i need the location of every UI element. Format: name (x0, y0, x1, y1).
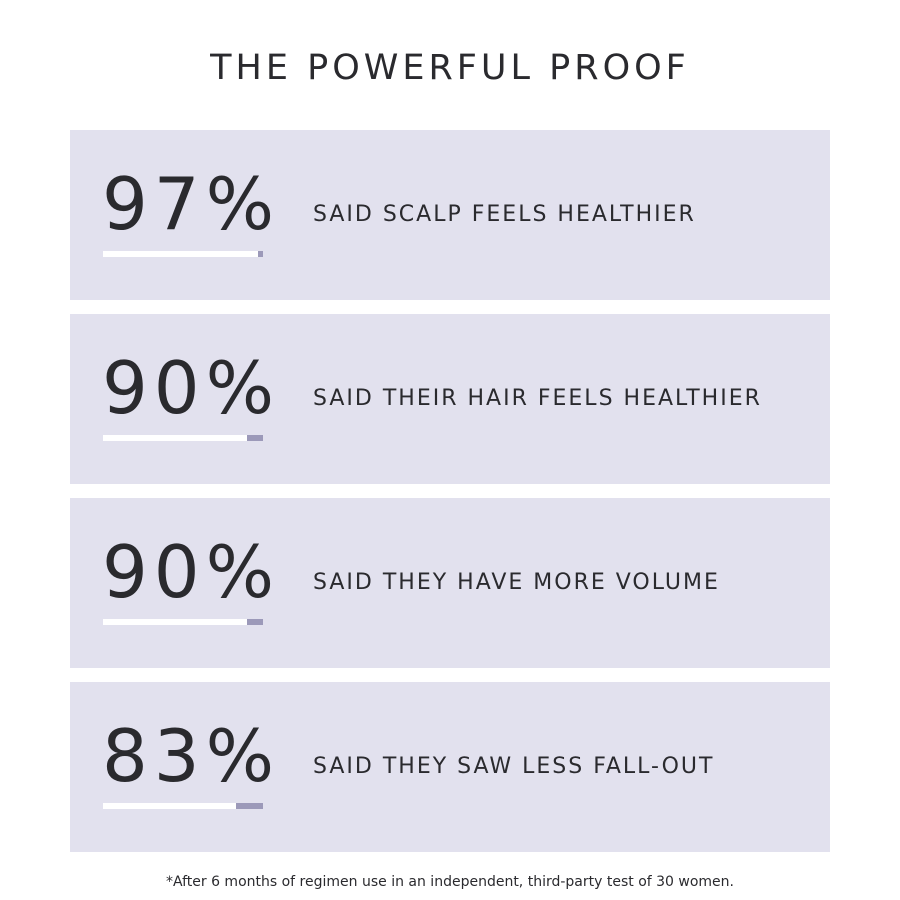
stat-card: 90% SAID THEY HAVE MORE VOLUME (70, 498, 830, 668)
stat-progress-fill (103, 803, 236, 809)
stat-progress-fill (103, 435, 247, 441)
stat-card: 90% SAID THEIR HAIR FEELS HEALTHIER (70, 314, 830, 484)
stat-label: SAID THEIR HAIR FEELS HEALTHIER (313, 386, 762, 411)
stat-percentage: 83% (102, 714, 281, 798)
stat-label: SAID THEY SAW LESS FALL-OUT (313, 754, 715, 779)
stat-label: SAID SCALP FEELS HEALTHIER (313, 202, 696, 227)
stat-progress-fill (103, 251, 259, 257)
stat-progress-bar (103, 251, 263, 257)
stat-card: 83% SAID THEY SAW LESS FALL-OUT (70, 682, 830, 852)
stat-progress-bar (103, 619, 263, 625)
stat-percentage: 90% (102, 346, 281, 430)
stat-progress-fill (103, 619, 247, 625)
stat-percentage: 97% (102, 162, 281, 246)
stat-card: 97% SAID SCALP FEELS HEALTHIER (70, 130, 830, 300)
page-title: THE POWERFUL PROOF (210, 48, 690, 88)
footnote: *After 6 months of regimen use in an ind… (166, 874, 734, 890)
stat-progress-bar (103, 435, 263, 441)
stat-percentage: 90% (102, 530, 281, 614)
stat-label: SAID THEY HAVE MORE VOLUME (313, 570, 720, 595)
stats-list: 97% SAID SCALP FEELS HEALTHIER 90% SAID … (70, 130, 830, 866)
stat-progress-bar (103, 803, 263, 809)
